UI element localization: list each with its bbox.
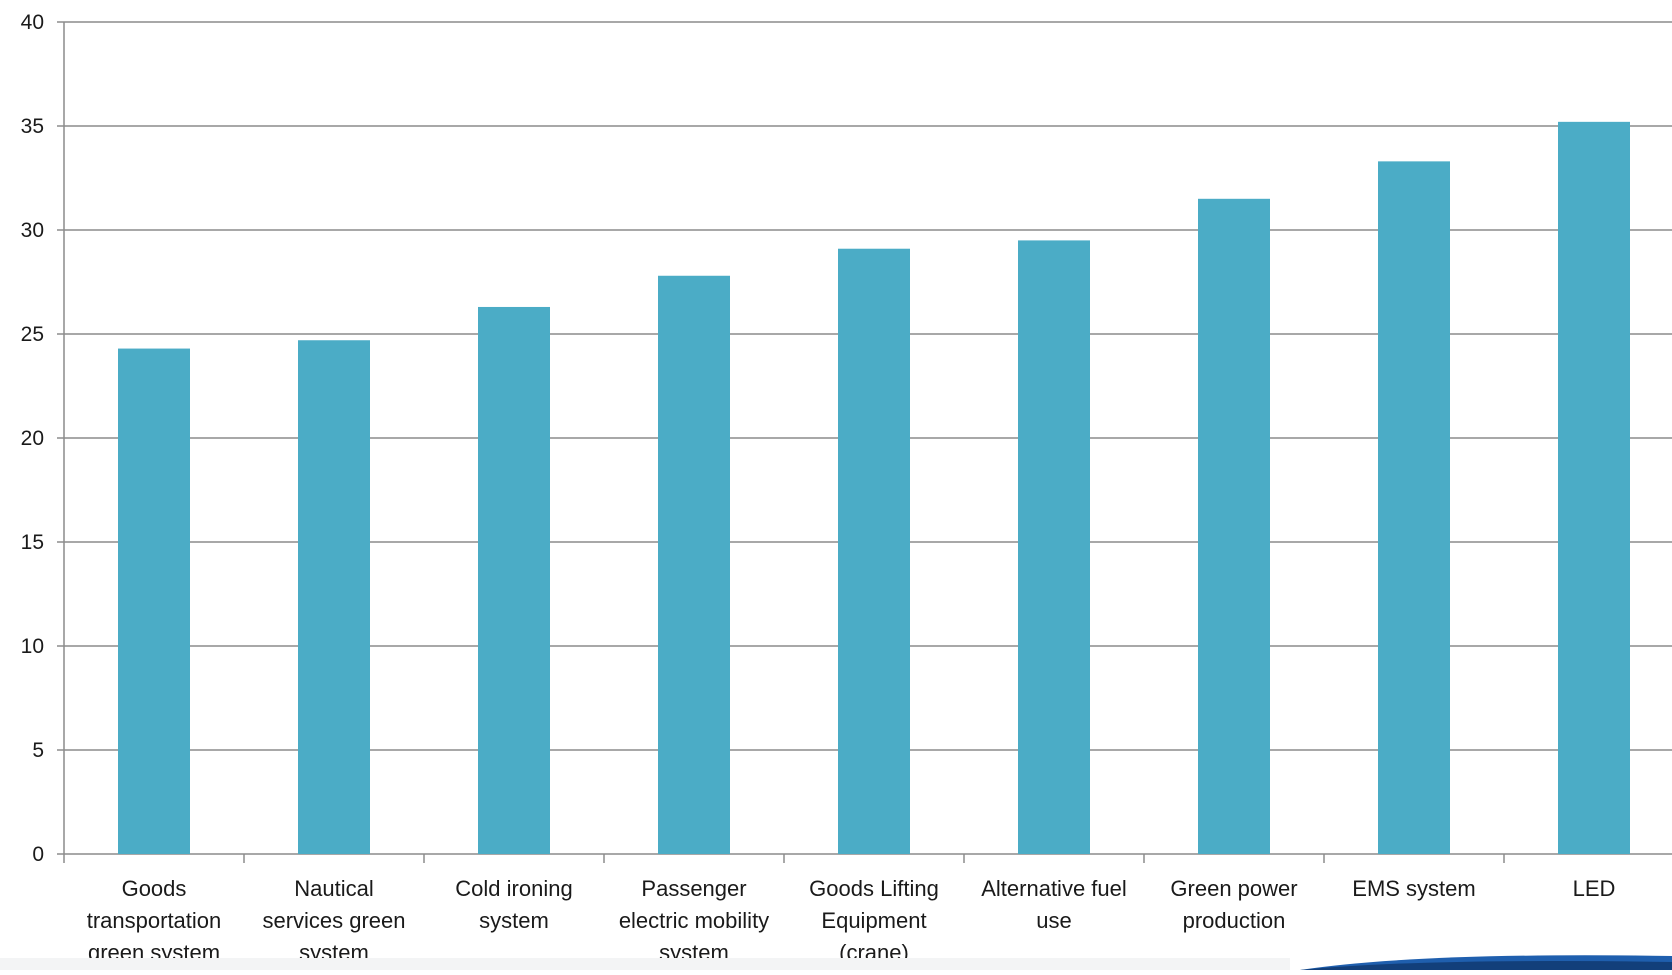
x-tick-label-6: Green power production	[1170, 876, 1297, 933]
x-tick-label-8: LED	[1573, 876, 1616, 901]
x-tick-labels: Goods transportation green system Nautical s…	[87, 876, 1616, 965]
bars	[118, 121, 1630, 855]
bar-8	[1558, 121, 1630, 855]
y-tick-label-10: 10	[21, 635, 44, 658]
bar-4	[838, 248, 910, 855]
x-tick-label-1: Nautical services green system	[262, 876, 405, 965]
bar-3	[658, 275, 730, 854]
x-tick-label-5: Alternative fuel use	[981, 876, 1127, 933]
bar-5	[1018, 240, 1090, 854]
bar-2	[478, 306, 550, 855]
y-tick-label-0: 0	[32, 843, 44, 866]
x-tick-label-7: EMS system	[1352, 876, 1475, 901]
x-tick-label-2: Cold ironing system	[455, 876, 572, 933]
slide-footer-strip	[0, 958, 1290, 970]
footer-swoosh-decoration	[1300, 955, 1672, 970]
y-tick-label-40: 40	[21, 11, 44, 34]
bar-0	[118, 348, 190, 854]
x-tick-label-0: Goods transportation green system	[87, 876, 222, 965]
bar-7	[1378, 161, 1450, 855]
x-tick-label-4: Goods Lifting Equipment (crane)	[809, 876, 939, 965]
y-tick-label-15: 15	[21, 531, 44, 554]
y-tick-label-30: 30	[21, 219, 44, 242]
bar-6	[1198, 198, 1270, 855]
y-tick-label-20: 20	[21, 427, 44, 450]
y-tick-label-5: 5	[32, 739, 44, 762]
y-tick-labels: 0 5 10 15 20 25 30 35 40	[21, 11, 44, 866]
y-tick-label-35: 35	[21, 115, 44, 138]
x-tick-label-3: Passenger electric mobility system	[619, 876, 769, 965]
y-tick-label-25: 25	[21, 323, 44, 346]
bar-1	[298, 340, 370, 854]
